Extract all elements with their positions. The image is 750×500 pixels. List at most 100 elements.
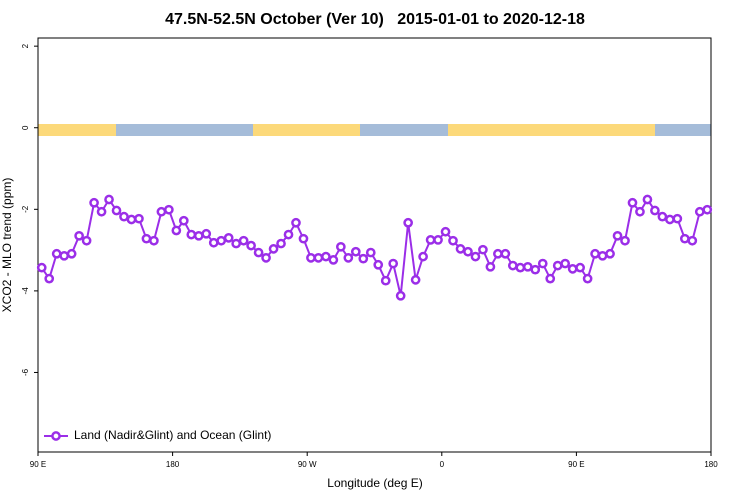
data-point xyxy=(149,235,159,246)
data-point xyxy=(231,238,242,249)
data-point xyxy=(89,197,99,208)
data-point xyxy=(485,261,496,272)
data-point xyxy=(657,211,668,222)
data-point xyxy=(582,273,593,284)
data-point xyxy=(433,235,443,245)
data-point xyxy=(687,235,698,246)
data-point xyxy=(74,230,84,241)
data-point xyxy=(298,233,309,244)
data-point xyxy=(313,252,324,263)
data-point xyxy=(96,206,107,217)
data-point xyxy=(515,262,526,273)
data-point xyxy=(463,246,473,257)
legend-marker xyxy=(51,431,61,441)
data-point xyxy=(455,244,466,254)
data-point xyxy=(470,251,481,262)
x-tick-label: 180 xyxy=(166,460,180,469)
chart-title: 47.5N-52.5N October (Ver 10) 2015-01-01 … xyxy=(165,11,585,28)
data-point xyxy=(694,206,705,217)
data-point xyxy=(597,250,608,261)
data-point xyxy=(156,206,167,217)
land-band xyxy=(448,124,655,136)
y-tick-label: -2 xyxy=(21,205,30,213)
data-point xyxy=(537,258,548,269)
ocean-band xyxy=(655,124,711,136)
data-point xyxy=(336,241,346,252)
data-point xyxy=(66,248,77,259)
data-point xyxy=(410,275,421,285)
data-point xyxy=(672,213,683,224)
data-point xyxy=(283,229,294,240)
data-point xyxy=(418,251,428,262)
data-point xyxy=(395,290,406,301)
data-point xyxy=(81,235,92,246)
data-point xyxy=(665,214,675,225)
data-point xyxy=(44,273,55,284)
x-tick-label: 90 W xyxy=(298,460,317,469)
y-tick-label: -6 xyxy=(21,368,30,376)
x-tick-label: 0 xyxy=(440,460,445,469)
data-point xyxy=(291,217,301,228)
data-point xyxy=(373,259,384,270)
data-point xyxy=(208,237,219,248)
data-point xyxy=(380,275,391,286)
data-point xyxy=(59,250,70,261)
data-point xyxy=(522,261,533,272)
data-point xyxy=(620,235,630,246)
data-point xyxy=(246,240,256,251)
data-point xyxy=(238,235,249,246)
data-point xyxy=(350,246,361,257)
data-point xyxy=(478,244,488,255)
data-point xyxy=(702,204,713,215)
data-point xyxy=(679,233,690,244)
data-point xyxy=(141,233,152,244)
data-point xyxy=(507,260,518,271)
data-point xyxy=(590,248,600,259)
x-tick-label: 90 E xyxy=(30,460,46,469)
y-tick-label: 2 xyxy=(21,43,30,48)
data-point xyxy=(635,206,645,217)
data-point xyxy=(493,248,503,259)
x-tick-label: 180 xyxy=(704,460,718,469)
data-point xyxy=(104,194,114,205)
data-point xyxy=(500,248,511,259)
data-point xyxy=(321,251,331,262)
x-tick-label: 90 E xyxy=(568,460,584,469)
data-point xyxy=(119,211,129,222)
data-point xyxy=(642,194,653,205)
data-point xyxy=(545,273,556,284)
ocean-band xyxy=(116,124,253,136)
data-point xyxy=(575,262,585,273)
land-band xyxy=(253,124,360,136)
data-point xyxy=(403,217,413,228)
data-point xyxy=(253,247,264,258)
data-point xyxy=(193,230,204,241)
data-point xyxy=(201,228,212,239)
data-point xyxy=(51,248,62,259)
data-point xyxy=(440,226,451,237)
data-point xyxy=(448,235,458,246)
data-point xyxy=(560,258,571,269)
data-point xyxy=(328,255,339,265)
data-point xyxy=(178,215,189,226)
data-point xyxy=(612,230,623,241)
plot-frame xyxy=(37,37,712,453)
y-tick-label: 0 xyxy=(21,125,30,130)
land-ocean-strip xyxy=(38,124,711,136)
data-point xyxy=(171,225,182,236)
data-point xyxy=(268,244,279,254)
data-point xyxy=(343,252,354,263)
land-band xyxy=(38,124,116,136)
data-point xyxy=(36,262,47,273)
ocean-band xyxy=(360,124,448,136)
data-point xyxy=(216,235,227,246)
data-point xyxy=(261,252,271,263)
data-point xyxy=(552,260,563,271)
data-point xyxy=(358,253,369,264)
data-point xyxy=(605,248,615,259)
data-point xyxy=(186,229,197,240)
data-point xyxy=(425,235,436,245)
data-point xyxy=(276,238,286,249)
data-point xyxy=(388,258,399,269)
